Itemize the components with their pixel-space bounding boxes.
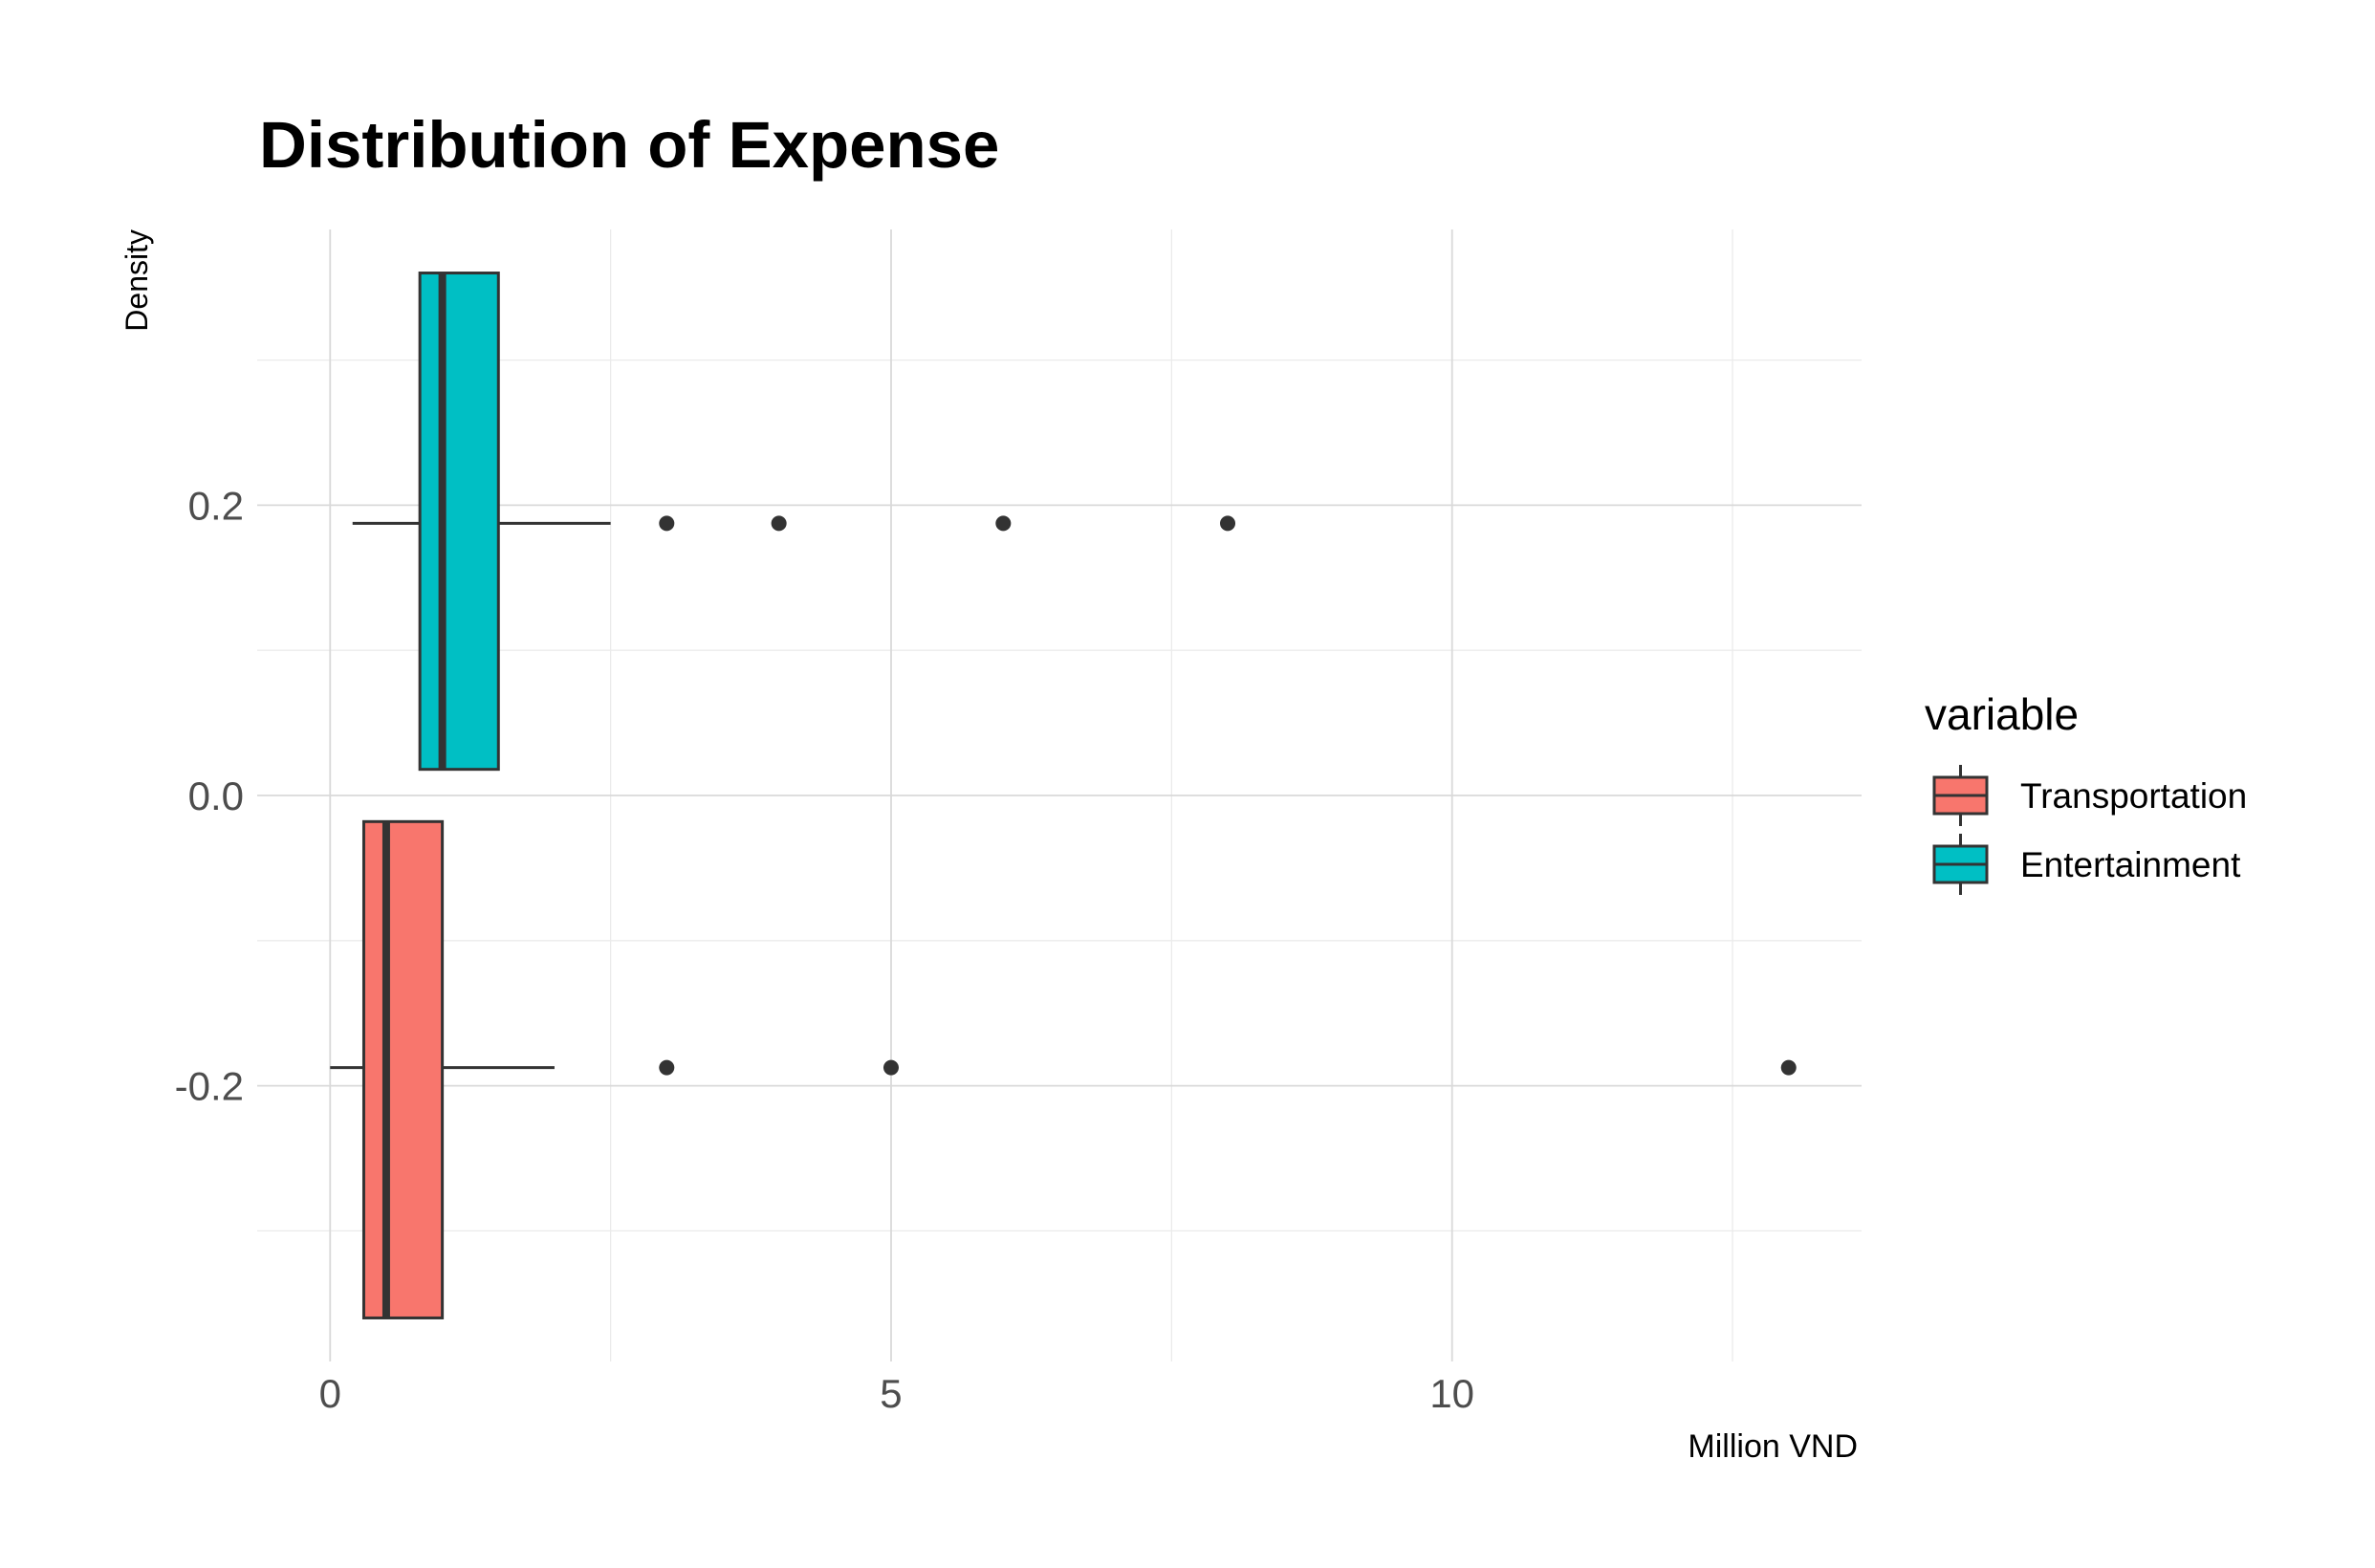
y-tick-label: -0.2 (175, 1064, 244, 1109)
x-axis-tick-labels: 0 5 10 (319, 1371, 1474, 1416)
boxplot-transportation (330, 819, 1797, 1319)
plot-area (330, 272, 1797, 1319)
chart-title: Distribution of Expense (259, 108, 999, 182)
outlier-point-transportation (1780, 1059, 1797, 1076)
legend-item-transportation: Transportation (1932, 765, 2247, 826)
legend-item-entertainment: Entertainment (1932, 834, 2241, 895)
legend-label-entertainment: Entertainment (2020, 845, 2241, 884)
outlier-point-entertainment (995, 515, 1012, 532)
x-tick-label: 5 (880, 1371, 902, 1416)
legend-title: variable (1925, 689, 2079, 739)
outlier-point-transportation (882, 1059, 899, 1076)
box-entertainment (418, 272, 500, 772)
legend: variable Transportation Entertainment (1925, 689, 2247, 895)
x-tick-label: 0 (319, 1371, 341, 1416)
y-tick-label: 0.0 (188, 773, 244, 818)
boxplot-entertainment (352, 272, 1236, 772)
box-transportation (361, 819, 445, 1319)
x-tick-label: 10 (1429, 1371, 1474, 1416)
outlier-point-entertainment (1220, 515, 1236, 532)
outlier-point-entertainment (659, 515, 675, 532)
y-axis-tick-labels: 0.2 0.0 -0.2 (175, 483, 244, 1108)
outlier-point-entertainment (771, 515, 787, 532)
y-axis-title: Density (120, 229, 154, 332)
x-axis-title: Million VND (1688, 1428, 1858, 1465)
y-tick-label: 0.2 (188, 483, 244, 528)
outlier-point-transportation (659, 1059, 675, 1076)
legend-keys: Transportation Entertainment (1932, 765, 2247, 895)
legend-label-transportation: Transportation (2020, 776, 2247, 816)
grid (257, 229, 1862, 1361)
